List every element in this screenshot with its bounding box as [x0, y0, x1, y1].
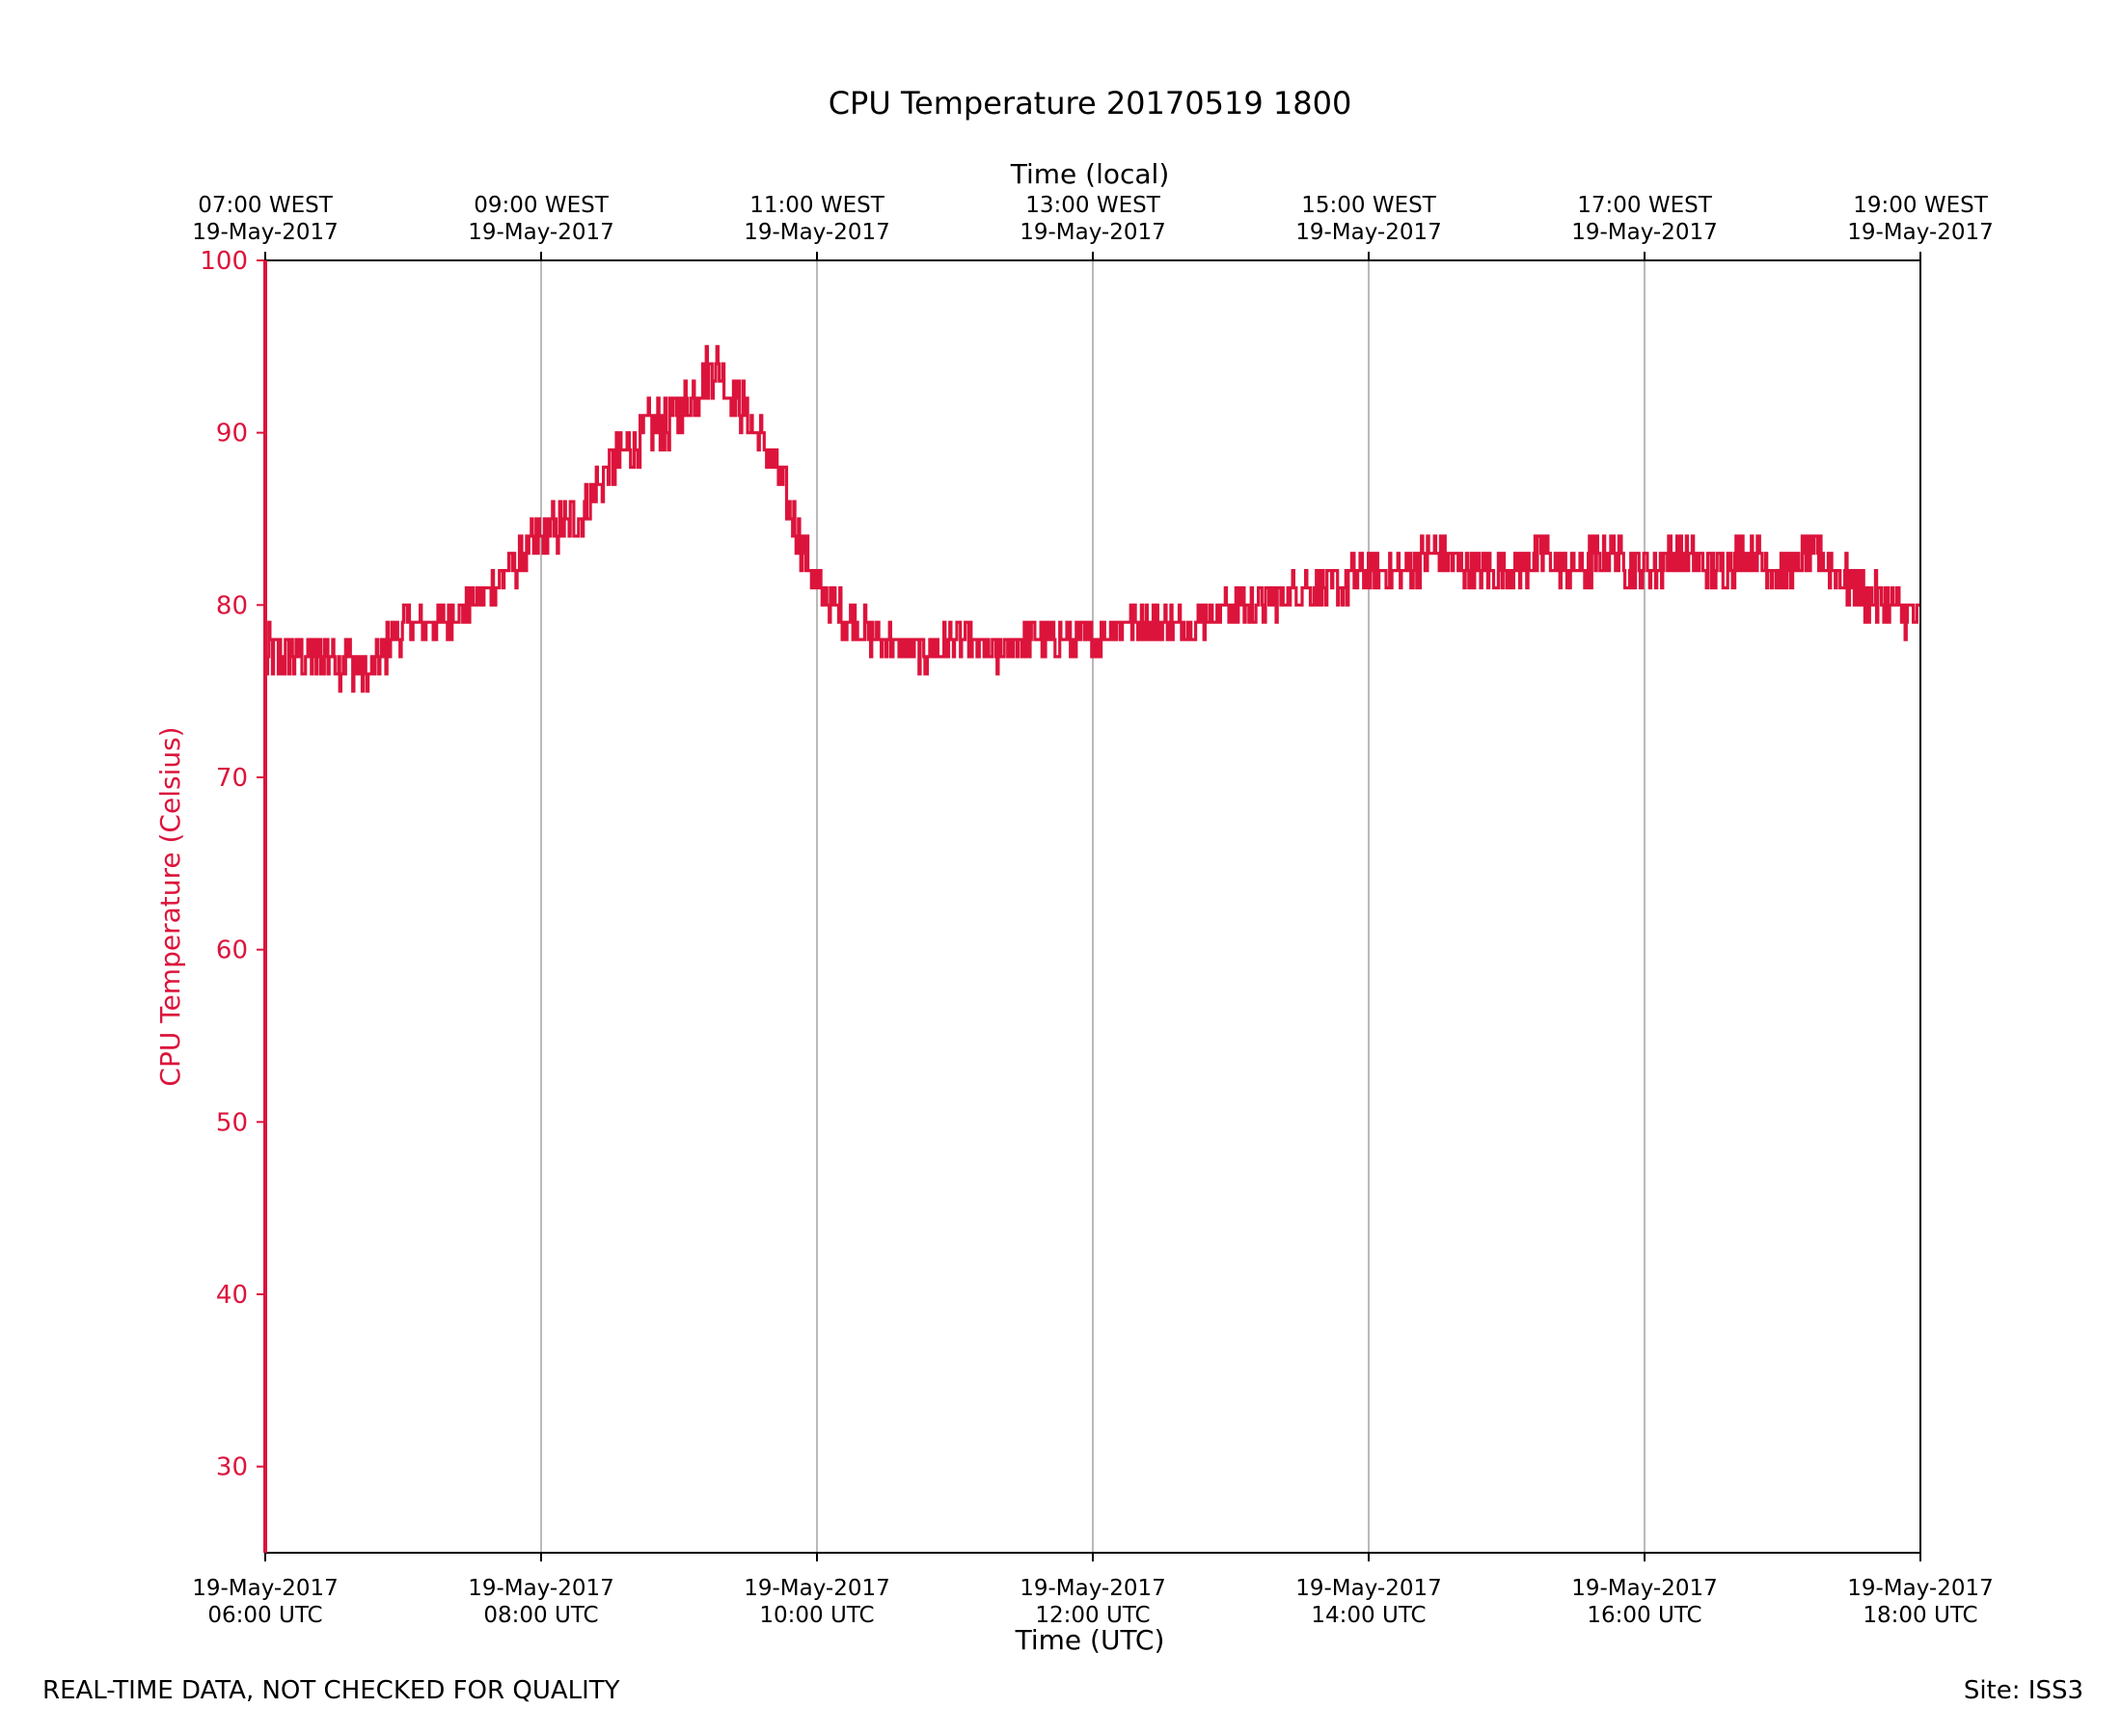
- top-tick-local-time: 09:00 WEST: [474, 193, 609, 218]
- top-tick-local-date: 19-May-2017: [1020, 220, 1166, 245]
- top-tick-local-date: 19-May-2017: [1847, 220, 1994, 245]
- y-axis-label: CPU Temperature (Celsius): [154, 726, 186, 1086]
- y-tick-label: 30: [216, 1453, 248, 1482]
- y-tick-label: 80: [216, 591, 248, 620]
- bottom-tick-time: 12:00 UTC: [1035, 1603, 1150, 1628]
- top-tick-local-time: 11:00 WEST: [749, 193, 884, 218]
- y-tick-label: 100: [200, 247, 248, 276]
- top-axis-label: Time (local): [1010, 158, 1170, 190]
- bottom-tick-date: 19-May-2017: [1020, 1576, 1166, 1601]
- top-tick-local-time: 17:00 WEST: [1577, 193, 1712, 218]
- top-tick-local-date: 19-May-2017: [468, 220, 614, 245]
- top-tick-local-time: 07:00 WEST: [198, 193, 333, 218]
- bottom-tick-date: 19-May-2017: [744, 1576, 890, 1601]
- top-tick-local-date: 19-May-2017: [192, 220, 339, 245]
- vertical-grid-lines: [540, 260, 1646, 1553]
- bottom-tick-time: 10:00 UTC: [759, 1603, 874, 1628]
- bottom-tick-time: 14:00 UTC: [1311, 1603, 1426, 1628]
- y-tick-label: 40: [216, 1281, 248, 1310]
- quality-disclaimer: REAL-TIME DATA, NOT CHECKED FOR QUALITY: [42, 1676, 620, 1705]
- y-tick-label: 70: [216, 764, 248, 793]
- bottom-tick-time: 18:00 UTC: [1863, 1603, 1977, 1628]
- y-tick-label: 60: [216, 936, 248, 965]
- bottom-tick-time: 06:00 UTC: [207, 1603, 322, 1628]
- bottom-tick-time: 08:00 UTC: [483, 1603, 598, 1628]
- site-label: Site: ISS3: [1963, 1676, 2083, 1705]
- y-tick-label: 50: [216, 1108, 248, 1137]
- bottom-tick-date: 19-May-2017: [1847, 1576, 1994, 1601]
- top-tick-local-time: 19:00 WEST: [1853, 193, 1988, 218]
- bottom-axis-label: Time (UTC): [1015, 1624, 1165, 1656]
- bottom-tick-date: 19-May-2017: [192, 1576, 339, 1601]
- y-tick-label: 90: [216, 420, 248, 448]
- top-tick-local-date: 19-May-2017: [744, 220, 890, 245]
- bottom-tick-date: 19-May-2017: [468, 1576, 614, 1601]
- y-axis-ticks: 30 40 50 60 70 80 90 100: [200, 247, 265, 1482]
- top-tick-local-time: 15:00 WEST: [1301, 193, 1436, 218]
- top-tick-local-time: 13:00 WEST: [1025, 193, 1160, 218]
- top-tick-local-date: 19-May-2017: [1295, 220, 1442, 245]
- bottom-tick-date: 19-May-2017: [1571, 1576, 1718, 1601]
- bottom-tick-time: 16:00 UTC: [1587, 1603, 1701, 1628]
- series-layer: [264, 344, 1920, 693]
- chart-title: CPU Temperature 20170519 1800: [829, 85, 1352, 122]
- series-line-cpu-temperature: [264, 344, 1920, 693]
- top-tick-local-date: 19-May-2017: [1571, 220, 1718, 245]
- bottom-tick-date: 19-May-2017: [1295, 1576, 1442, 1601]
